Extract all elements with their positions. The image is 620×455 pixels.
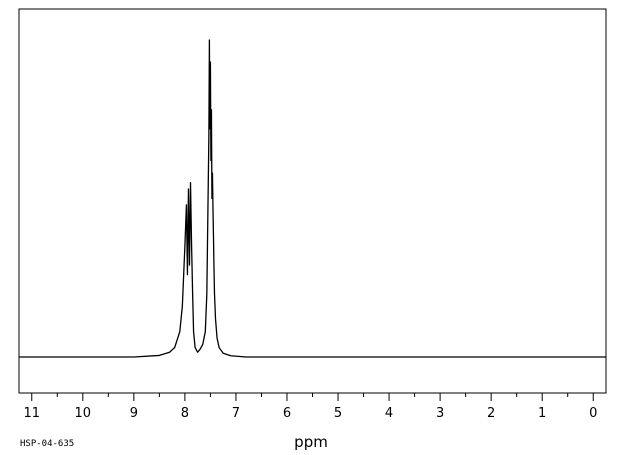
tick-label: 7 — [232, 406, 240, 421]
tick-label: 8 — [181, 406, 189, 421]
x-axis-tick-labels: 11 10 9 8 7 6 5 4 3 2 1 0 — [23, 406, 597, 421]
spectrum-trace — [19, 39, 606, 358]
tick-label: 6 — [283, 406, 291, 421]
tick-label: 11 — [23, 406, 40, 421]
tick-label: 0 — [589, 406, 597, 421]
tick-label: 4 — [385, 406, 393, 421]
x-axis-ticks — [31, 393, 594, 401]
tick-label: 3 — [436, 406, 444, 421]
tick-label: 5 — [334, 406, 342, 421]
plot-frame — [18, 8, 607, 394]
sample-id-label: HSP-04-635 — [20, 439, 74, 449]
x-axis-title: ppm — [294, 433, 328, 451]
tick-label: 10 — [75, 406, 92, 421]
tick-label: 2 — [487, 406, 495, 421]
tick-label: 1 — [538, 406, 546, 421]
tick-label: 9 — [130, 406, 138, 421]
